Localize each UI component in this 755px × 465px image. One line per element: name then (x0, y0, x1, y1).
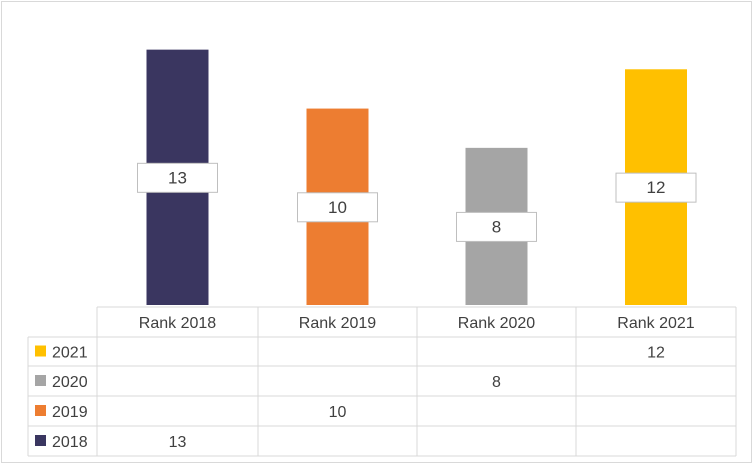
table-cell-value: 12 (647, 345, 665, 362)
legend-label: 2018 (52, 434, 88, 451)
data-label-box (615, 172, 697, 203)
table-cell-value: 10 (329, 404, 347, 421)
data-label-box (137, 162, 218, 193)
data-label-box (297, 192, 378, 223)
table-cell-value: 13 (169, 434, 187, 451)
legend-label: 2019 (52, 404, 88, 421)
legend-key-2019 (35, 405, 46, 416)
legend-label: 2020 (52, 374, 88, 391)
data-label: 10 (328, 198, 347, 217)
legend-key-2020 (35, 375, 46, 386)
data-label: 12 (647, 178, 666, 197)
table-cell-value: 8 (492, 374, 501, 391)
legend-key-2021 (35, 345, 46, 357)
legend-label: 2021 (52, 345, 88, 362)
data-label: 13 (168, 168, 187, 187)
category-label: Rank 2018 (139, 315, 216, 332)
legend-key-2018 (35, 435, 46, 446)
category-label: Rank 2020 (458, 315, 535, 332)
data-label: 8 (492, 217, 501, 236)
category-label: Rank 2019 (299, 315, 376, 332)
category-label: Rank 2021 (617, 315, 694, 332)
data-label-box (456, 211, 537, 242)
